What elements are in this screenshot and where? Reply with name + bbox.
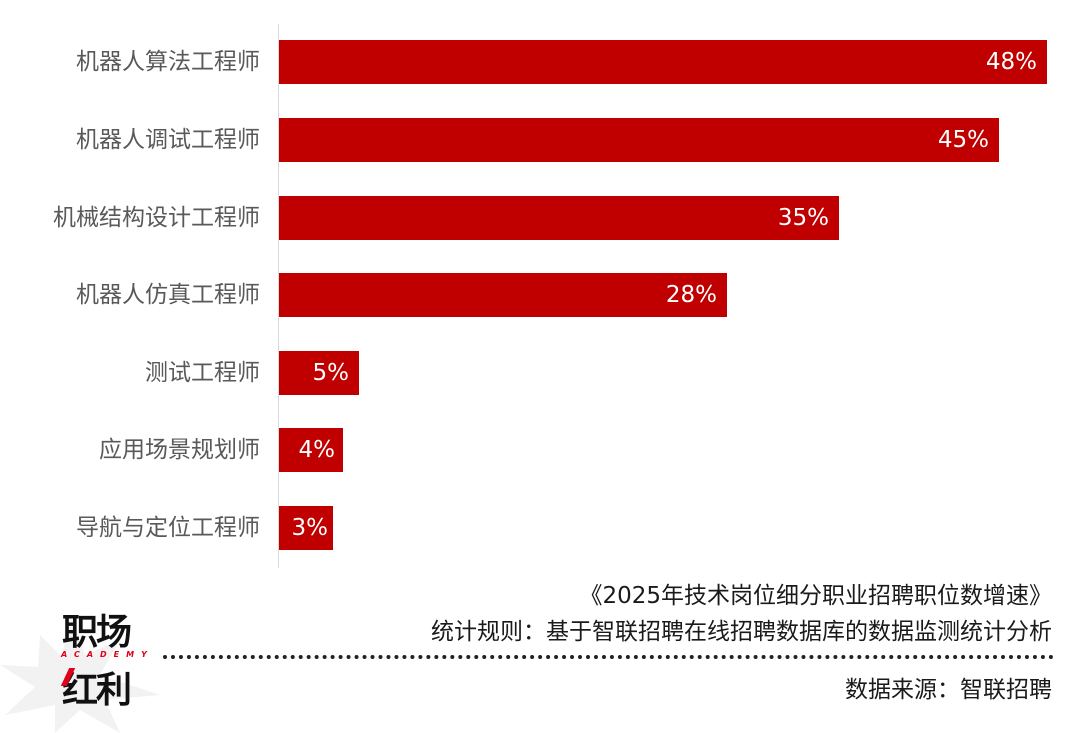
category-label: 机器人算法工程师 (76, 49, 260, 75)
brand-logo: 职场 ACADEMY 红利 (0, 595, 170, 733)
category-label: 应用场景规划师 (99, 437, 260, 463)
statistics-rule-note: 统计规则：基于智联招聘在线招聘数据库的数据监测统计分析 (431, 619, 1052, 645)
category-label: 测试工程师 (145, 360, 260, 386)
chart-row: 机器人调试工程师 45% (0, 118, 1080, 162)
bar-value-label: 4% (298, 437, 336, 463)
bar: 48% (279, 40, 1047, 84)
bar-value-label: 48% (985, 49, 1037, 75)
category-label: 机器人仿真工程师 (76, 282, 260, 308)
bar-value-label: 5% (312, 360, 350, 386)
dotted-divider (163, 655, 1054, 659)
logo-text-top: 职场 (62, 612, 132, 653)
bar-value-label: 3% (291, 515, 329, 541)
bar-value-label: 45% (937, 127, 989, 153)
chart-row: 测试工程师 5% (0, 351, 1080, 395)
chart-row: 机器人仿真工程师 28% (0, 273, 1080, 317)
chart-row: 导航与定位工程师 3% (0, 506, 1080, 550)
data-source-note: 数据来源：智联招聘 (845, 677, 1052, 703)
bar: 45% (279, 118, 999, 162)
bar-value-label: 35% (777, 205, 829, 231)
chart-row: 机械结构设计工程师 35% (0, 196, 1080, 240)
category-label: 机械结构设计工程师 (53, 205, 260, 231)
chart-row: 应用场景规划师 4% (0, 428, 1080, 472)
logo-text-bottom: 红利 (62, 670, 132, 711)
bar: 28% (279, 273, 727, 317)
category-label: 机器人调试工程师 (76, 127, 260, 153)
logo-academy-text: ACADEMY (61, 650, 154, 659)
chart-row: 机器人算法工程师 48% (0, 40, 1080, 84)
bar: 3% (279, 506, 333, 550)
category-axis-line (278, 24, 279, 568)
category-label: 导航与定位工程师 (76, 515, 260, 541)
bar-value-label: 28% (665, 282, 717, 308)
bar: 35% (279, 196, 839, 240)
chart-title: 《2025年技术岗位细分职业招聘职位数增速》 (579, 583, 1052, 609)
bar: 5% (279, 351, 359, 395)
starburst-icon (0, 615, 160, 733)
bar: 4% (279, 428, 343, 472)
bar-chart: 机器人算法工程师 48% 机器人调试工程师 45% 机械结构设计工程师 35% … (0, 24, 1080, 568)
